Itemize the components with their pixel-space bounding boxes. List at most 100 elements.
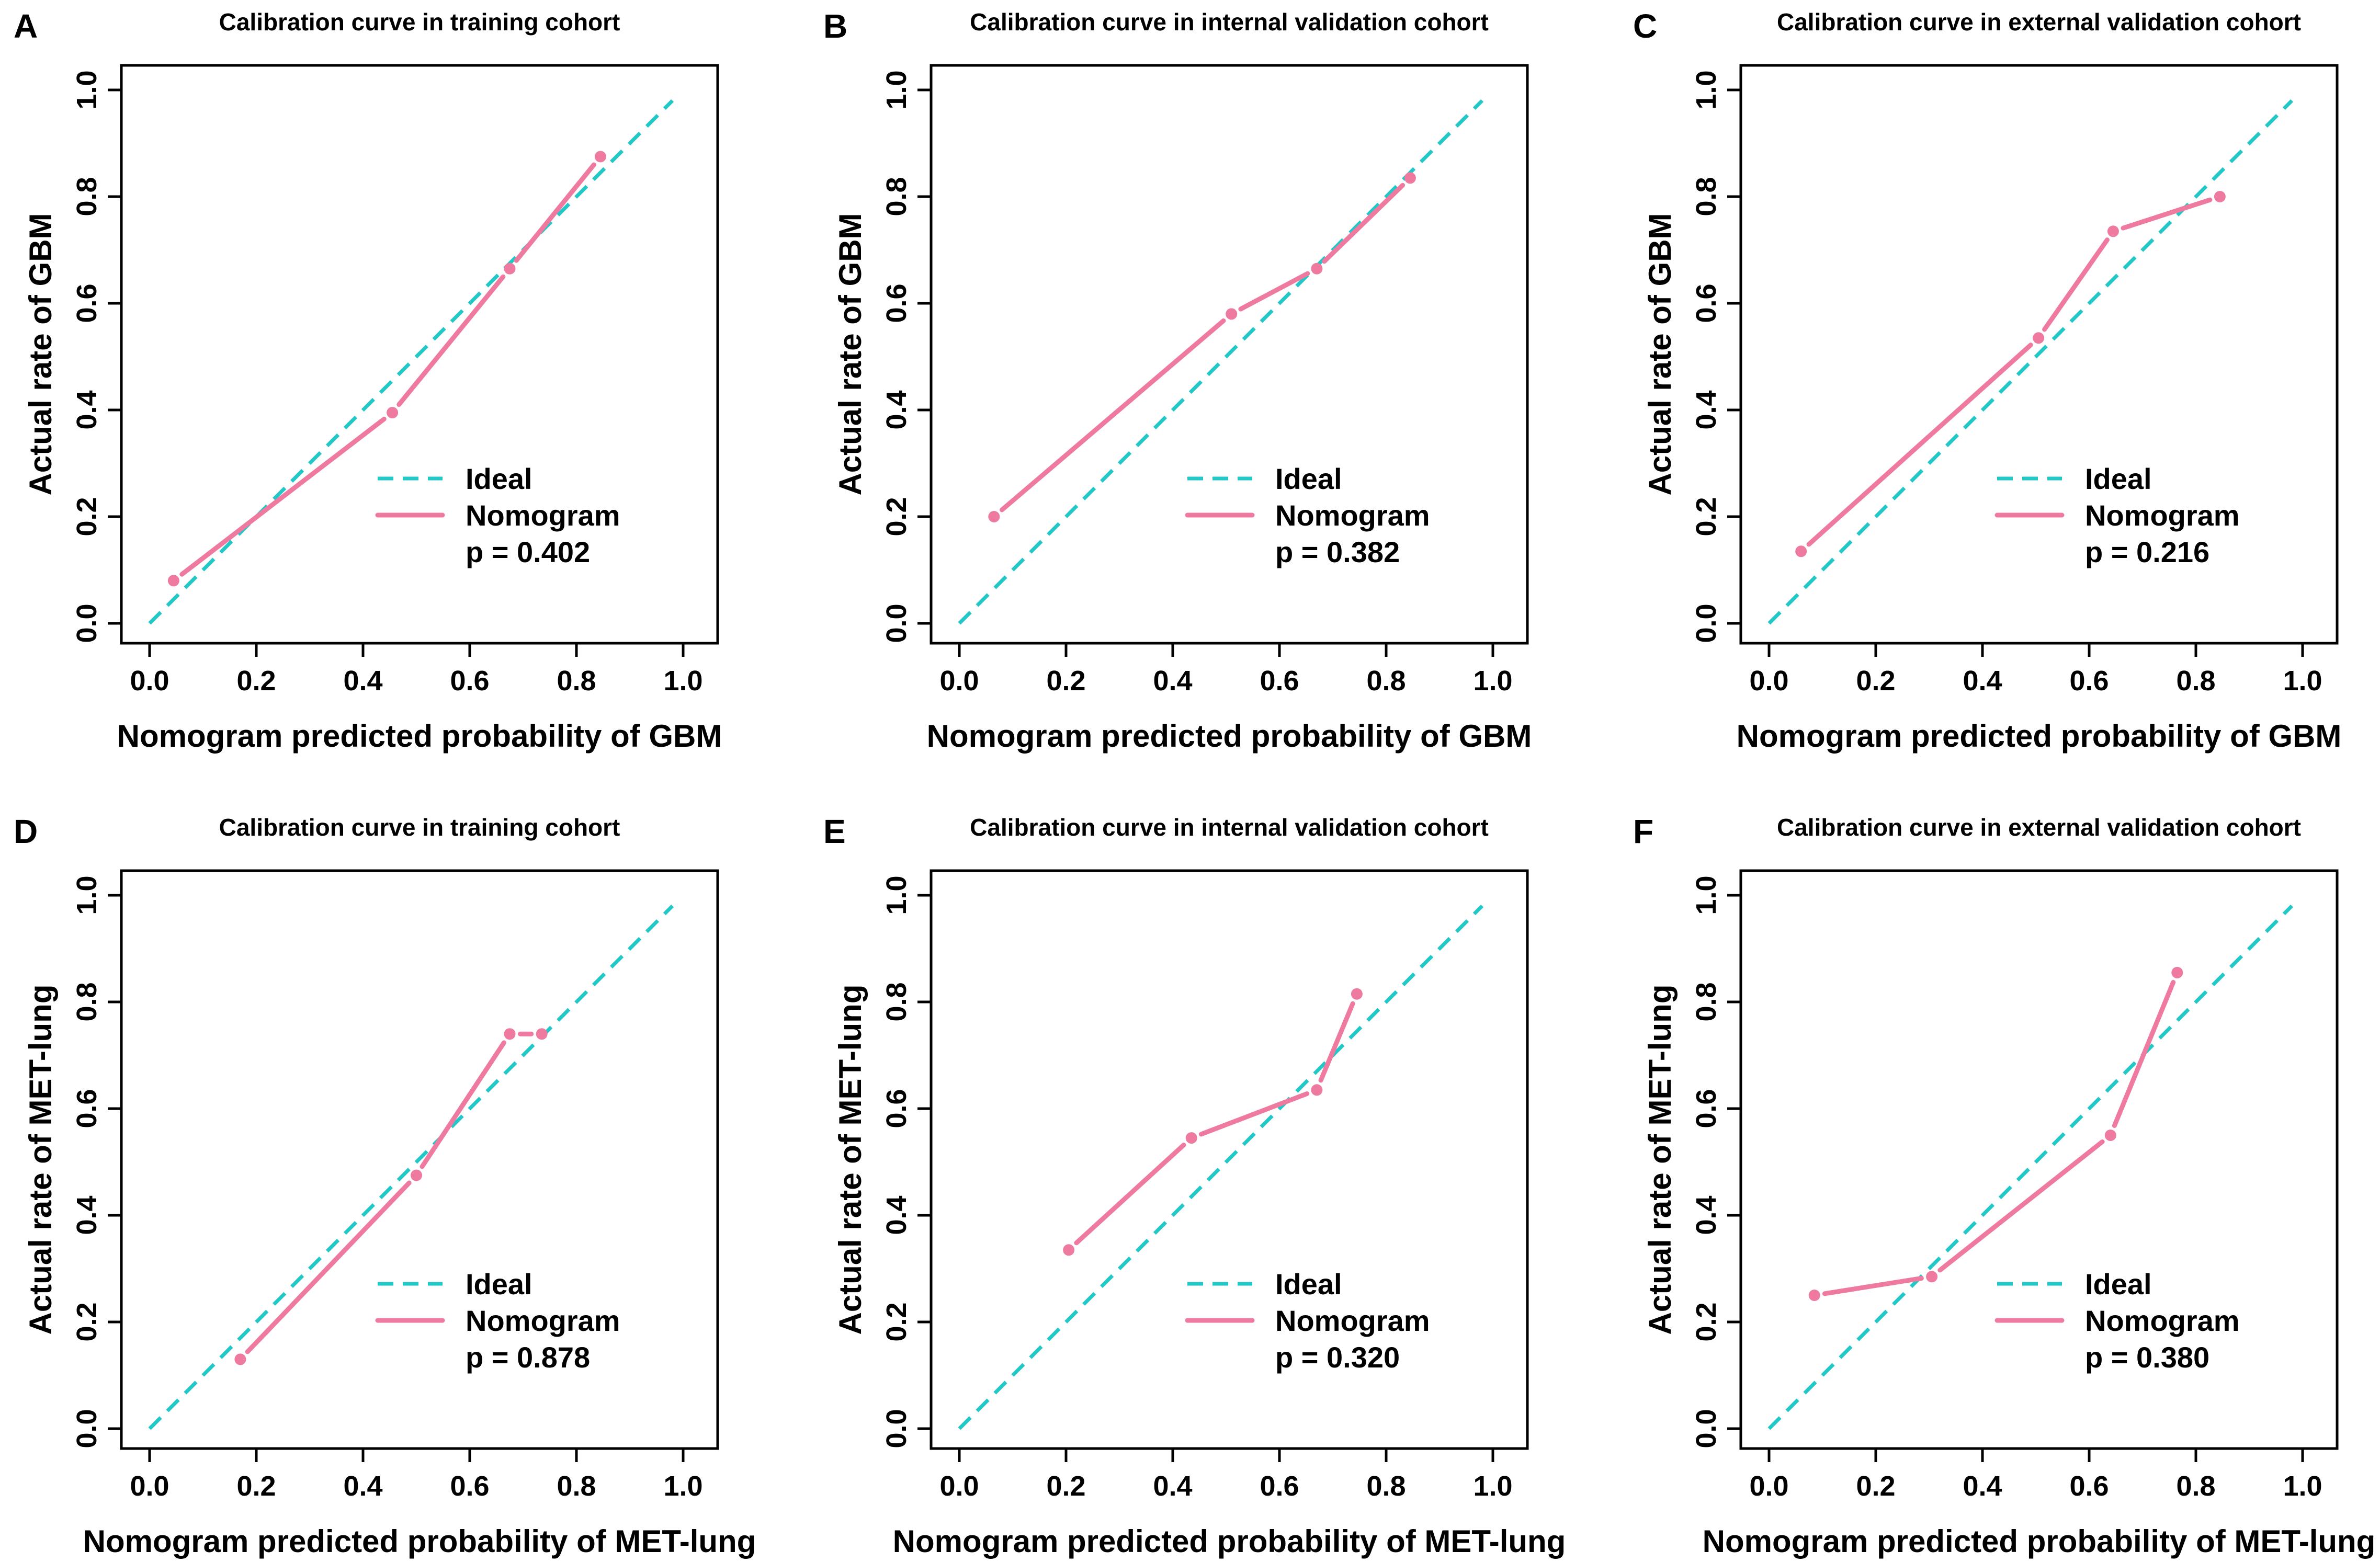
chart-panel-b: B Calibration curve in internal validatio…	[823, 7, 1532, 754]
ideal-series-line	[1767, 99, 2294, 625]
chart-title: Calibration curve in training cohort	[219, 8, 620, 36]
y-tick-label: 0.2	[71, 497, 103, 536]
nomogram-point	[1926, 1271, 1938, 1283]
y-tick-label: 0.2	[881, 497, 912, 536]
panel-letter: D	[14, 813, 38, 850]
x-tick-label: 0.2	[1046, 665, 1085, 697]
x-axis-label: Nomogram predicted probability of MET-lu…	[83, 1524, 756, 1559]
ideal-series-line	[1767, 904, 2294, 1430]
y-tick-label: 0.2	[71, 1302, 103, 1341]
nomogram-segment	[1822, 1275, 1924, 1296]
x-tick-label: 0.8	[2176, 665, 2215, 697]
plot-frame	[120, 869, 719, 1450]
legend-nomogram-label: Nomogram	[1275, 499, 1430, 532]
nomogram-point	[1226, 308, 1238, 320]
chart-panel-f: F Calibration curve in external validatio…	[1633, 813, 2375, 1559]
nomogram-point	[1311, 263, 1323, 275]
nomogram-segment	[2042, 237, 2110, 332]
y-tick-label: 0.0	[71, 1409, 103, 1448]
chart-title: Calibration curve in external validation…	[1777, 814, 2301, 841]
x-tick-label: 0.4	[1153, 1470, 1192, 1502]
x-tick-label: 0.0	[130, 1470, 169, 1502]
x-tick-label: 0.8	[557, 665, 596, 697]
x-tick-label: 0.0	[939, 1470, 979, 1502]
x-tick-label: 1.0	[663, 665, 702, 697]
nomogram-segment	[514, 162, 596, 263]
nomogram-segment	[179, 416, 387, 577]
y-tick-label: 0.4	[881, 390, 912, 429]
nomogram-point	[988, 511, 1000, 522]
y-tick-label: 1.0	[1691, 875, 1722, 915]
ideal-series-line	[148, 99, 674, 625]
x-tick-label: 0.4	[1153, 665, 1192, 697]
x-tick-label: 0.8	[1366, 1470, 1406, 1502]
nomogram-point	[167, 575, 179, 587]
x-tick-label: 1.0	[2283, 665, 2322, 697]
legend-ideal-label: Ideal	[466, 462, 532, 495]
x-tick-label: 0.6	[1260, 1470, 1299, 1502]
legend-ideal-label: Ideal	[1275, 462, 1342, 495]
y-axis-label: Actual rate of GBM	[1642, 213, 1678, 495]
plot-frame	[930, 869, 1529, 1450]
y-tick-label: 0.4	[881, 1195, 912, 1235]
x-axis-label: Nomogram predicted probability of GBM	[1737, 719, 2342, 754]
nomogram-point	[2214, 191, 2226, 202]
nomogram-segment	[2121, 197, 2213, 231]
x-tick-label: 0.2	[1856, 665, 1895, 697]
plot-frame	[1739, 64, 2339, 645]
x-tick-label: 0.8	[2176, 1470, 2215, 1502]
legend-ideal-label: Ideal	[2085, 1268, 2152, 1301]
nomogram-segment	[1198, 1091, 1310, 1137]
chart-title: Calibration curve in training cohort	[219, 814, 620, 841]
y-tick-label: 0.6	[881, 283, 912, 323]
legend-nomogram-label: Nomogram	[466, 499, 620, 532]
y-tick-label: 0.6	[1691, 283, 1722, 323]
x-tick-label: 0.0	[1749, 665, 1788, 697]
p-value-label: p = 0.320	[1275, 1341, 1400, 1374]
chart-panel-d: D Calibration curve in training cohort 0.0…	[14, 813, 756, 1559]
y-tick-label: 0.8	[1691, 982, 1722, 1021]
legend-ideal-label: Ideal	[2085, 462, 2152, 495]
x-tick-label: 1.0	[2283, 1470, 2322, 1502]
y-axis-label: Actual rate of MET-lung	[23, 984, 58, 1335]
nomogram-point	[1063, 1244, 1075, 1256]
panel-letter: E	[823, 813, 846, 850]
chart-title: Calibration curve in internal validation…	[970, 8, 1489, 36]
nomogram-segment	[1937, 1139, 2105, 1273]
panel-letter: C	[1633, 7, 1657, 45]
legend-ideal-label: Ideal	[1275, 1268, 1342, 1301]
legend-nomogram-label: Nomogram	[466, 1304, 620, 1337]
ideal-series-line	[958, 904, 1484, 1430]
x-tick-label: 0.6	[1260, 665, 1299, 697]
y-tick-label: 0.0	[881, 603, 912, 643]
nomogram-segment	[1322, 183, 1406, 264]
x-tick-label: 0.2	[1856, 1470, 1895, 1502]
p-value-label: p = 0.878	[466, 1341, 590, 1374]
nomogram-point	[504, 263, 516, 275]
y-axis-label: Actual rate of GBM	[833, 213, 868, 495]
nomogram-segment	[420, 1040, 506, 1169]
chart-panel-c: C Calibration curve in external validatio…	[1633, 7, 2341, 754]
y-tick-label: 0.4	[71, 390, 103, 429]
nomogram-segment	[2112, 979, 2176, 1128]
x-axis-label: Nomogram predicted probability of GBM	[117, 719, 722, 754]
x-tick-label: 1.0	[663, 1470, 702, 1502]
y-tick-label: 0.8	[71, 982, 103, 1021]
y-tick-label: 0.8	[881, 982, 912, 1021]
x-axis-label: Nomogram predicted probability of GBM	[927, 719, 1532, 754]
y-tick-label: 0.4	[1691, 1195, 1722, 1235]
chart-panel-a: A Calibration curve in training cohort 0.0…	[14, 7, 722, 754]
nomogram-point	[1185, 1132, 1197, 1144]
p-value-label: p = 0.382	[1275, 535, 1400, 568]
y-axis-label: Actual rate of GBM	[23, 213, 58, 495]
x-tick-label: 0.0	[1749, 1470, 1788, 1502]
y-axis-label: Actual rate of MET-lung	[1642, 984, 1678, 1335]
y-tick-label: 1.0	[881, 70, 912, 109]
y-tick-label: 0.2	[1691, 1302, 1722, 1341]
nomogram-segment	[396, 274, 506, 407]
